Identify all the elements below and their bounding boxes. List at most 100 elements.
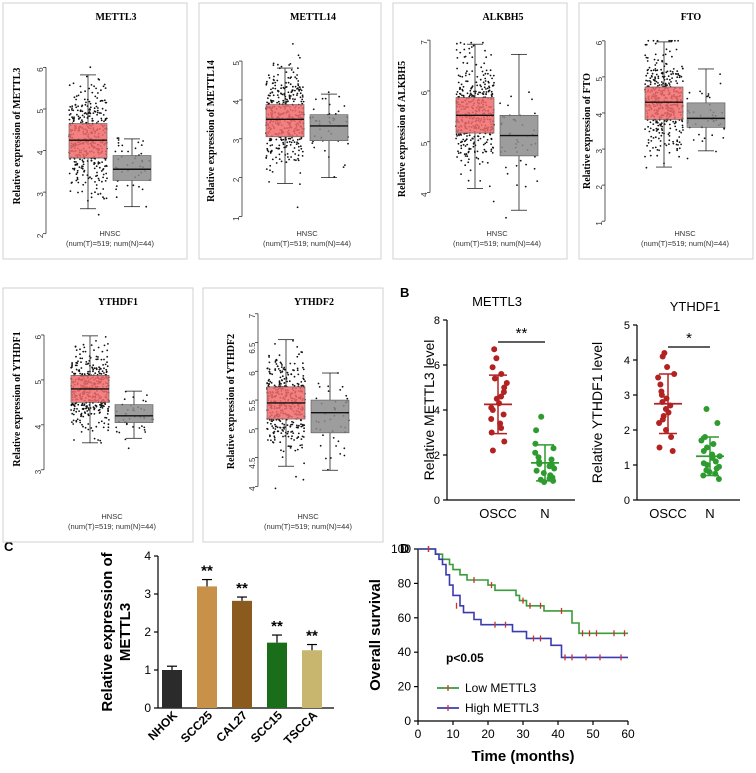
data-point <box>645 79 647 82</box>
data-point <box>92 364 95 367</box>
data-point <box>101 407 104 409</box>
data-point <box>658 137 660 140</box>
significance-label: ** <box>516 325 528 342</box>
data-point <box>532 449 539 456</box>
data-point <box>97 213 100 216</box>
data-point <box>668 78 671 81</box>
data-point <box>103 358 105 361</box>
data-point <box>654 53 657 56</box>
data-point <box>98 162 101 164</box>
data-point <box>290 156 292 158</box>
data-point <box>671 55 673 58</box>
data-point <box>332 437 335 439</box>
legend-label: High METTL3 <box>465 701 539 715</box>
data-point <box>73 168 76 171</box>
panel-title: YTHDF1 <box>670 299 721 314</box>
data-point <box>469 89 472 92</box>
data-point <box>98 408 101 411</box>
data-point <box>484 49 486 52</box>
data-point <box>476 75 479 78</box>
data-point <box>106 349 109 352</box>
data-point <box>469 94 471 97</box>
data-point <box>273 430 276 433</box>
data-point <box>95 405 98 408</box>
data-point <box>484 83 486 86</box>
data-point <box>268 361 271 364</box>
data-point <box>95 87 97 90</box>
data-point <box>302 377 305 380</box>
y-axis-label: Relative expression of YTHDF2 <box>226 334 237 469</box>
data-point <box>280 449 282 452</box>
data-point <box>297 145 300 148</box>
data-point <box>283 368 286 371</box>
data-point <box>500 389 507 395</box>
data-point <box>107 407 109 410</box>
data-point <box>99 406 102 409</box>
data-point <box>95 187 98 190</box>
data-point <box>295 159 297 162</box>
data-point <box>114 150 117 153</box>
data-point <box>470 41 473 44</box>
data-point <box>93 413 96 415</box>
data-point <box>483 86 486 89</box>
y-axis-label: Relative METTL3 level <box>421 340 437 481</box>
data-point <box>463 56 466 58</box>
data-point <box>277 73 279 76</box>
data-point <box>335 445 337 447</box>
data-point <box>296 92 299 95</box>
box-T <box>265 104 305 138</box>
data-point <box>700 448 707 454</box>
data-point <box>682 80 684 82</box>
data-point <box>283 366 286 369</box>
data-point <box>671 77 673 79</box>
data-point <box>644 54 647 57</box>
data-point <box>339 453 342 455</box>
data-point <box>701 140 704 143</box>
data-point <box>96 174 99 177</box>
data-point <box>69 113 72 115</box>
footer-cancer: HNSC <box>99 229 121 238</box>
data-point <box>278 158 281 161</box>
panel-letter-B: B <box>400 285 409 300</box>
data-point <box>81 121 84 123</box>
data-point <box>466 70 468 73</box>
data-point <box>75 368 78 371</box>
data-point <box>270 150 272 153</box>
panel-title: YTHDF1 <box>98 297 138 308</box>
data-point <box>117 144 120 147</box>
data-point <box>101 161 103 164</box>
data-point <box>83 411 86 414</box>
data-point <box>77 403 80 406</box>
data-point <box>488 85 490 88</box>
data-point <box>291 136 293 139</box>
data-point <box>80 367 83 369</box>
data-point <box>282 141 284 144</box>
data-point <box>686 97 689 100</box>
data-point <box>90 159 93 162</box>
data-point <box>71 107 73 110</box>
data-point <box>668 139 671 142</box>
data-point <box>491 152 494 154</box>
data-point <box>279 371 282 374</box>
data-point <box>145 205 148 208</box>
data-point <box>274 343 276 345</box>
data-point <box>289 362 292 365</box>
data-point <box>465 153 468 155</box>
bar-TSCCA <box>302 650 322 708</box>
data-point <box>82 407 85 410</box>
data-point <box>646 60 649 62</box>
data-point <box>107 343 109 345</box>
data-point <box>279 376 282 379</box>
panel-title: YTHDF2 <box>294 297 334 308</box>
data-point <box>271 158 274 161</box>
data-point <box>272 94 275 97</box>
data-point <box>460 141 462 144</box>
data-point <box>649 150 651 152</box>
data-point <box>459 87 462 90</box>
data-point <box>270 88 272 91</box>
data-point <box>80 167 83 169</box>
data-point <box>265 157 268 159</box>
data-point <box>107 426 110 429</box>
data-point <box>655 62 658 64</box>
data-point <box>292 150 294 153</box>
